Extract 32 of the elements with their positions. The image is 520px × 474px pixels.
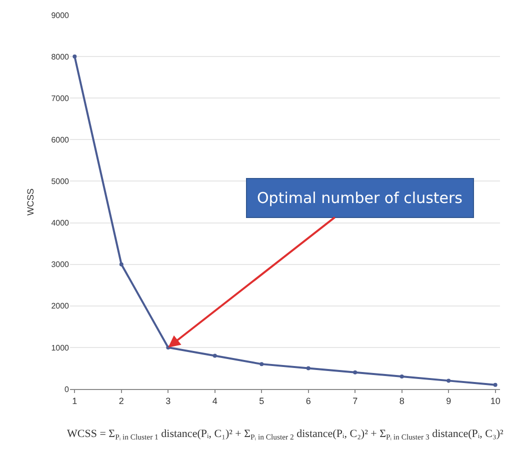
x-tick-label: 2	[118, 396, 124, 406]
y-tick-label: 2000	[51, 302, 70, 311]
x-tick-label: 8	[399, 396, 404, 406]
y-tick-label: 3000	[51, 260, 70, 270]
point	[353, 370, 358, 374]
point	[212, 354, 217, 358]
y-axis-title: WCSS	[26, 188, 36, 216]
x-tick-label: 1	[72, 396, 78, 406]
x-tick-label: 6	[306, 396, 311, 406]
y-tick-label: 1000	[51, 343, 70, 352]
point	[119, 262, 124, 266]
point	[493, 382, 498, 387]
point	[260, 362, 264, 366]
y-tick-label: 7000	[51, 94, 70, 103]
x-tick-label: 4	[212, 396, 218, 406]
x-tick-label: 3	[166, 396, 171, 406]
y-tick-label: 4000	[51, 218, 70, 228]
point	[72, 54, 77, 59]
y-tick-label: 9000	[51, 10, 70, 20]
annotation: Optimal number of clusters	[257, 189, 463, 207]
x-tick-label: 10	[490, 396, 500, 406]
point	[446, 378, 451, 383]
y-tick-label: 6000	[51, 135, 70, 144]
text: WCSS = Σ$_{Pᵢ in Cluster 1}$ distance(Pᵢ, C₁)² + Σ$_{Pᵢ in Cluster 2}$ distance(Pᵢ, C₂)² + Σ$_{Pᵢ in Cluster 3}$ distance(Pᵢ, C₃)²	[67, 428, 504, 442]
y-tick-label: 0	[64, 384, 70, 394]
point	[306, 366, 310, 370]
y-tick-label: 5000	[51, 177, 70, 186]
x-tick-label: 5	[259, 396, 264, 406]
x-tick-label: 7	[352, 396, 358, 406]
y-tick-label: 8000	[51, 52, 70, 62]
x-tick-label: 9	[446, 396, 452, 406]
point	[400, 374, 404, 379]
